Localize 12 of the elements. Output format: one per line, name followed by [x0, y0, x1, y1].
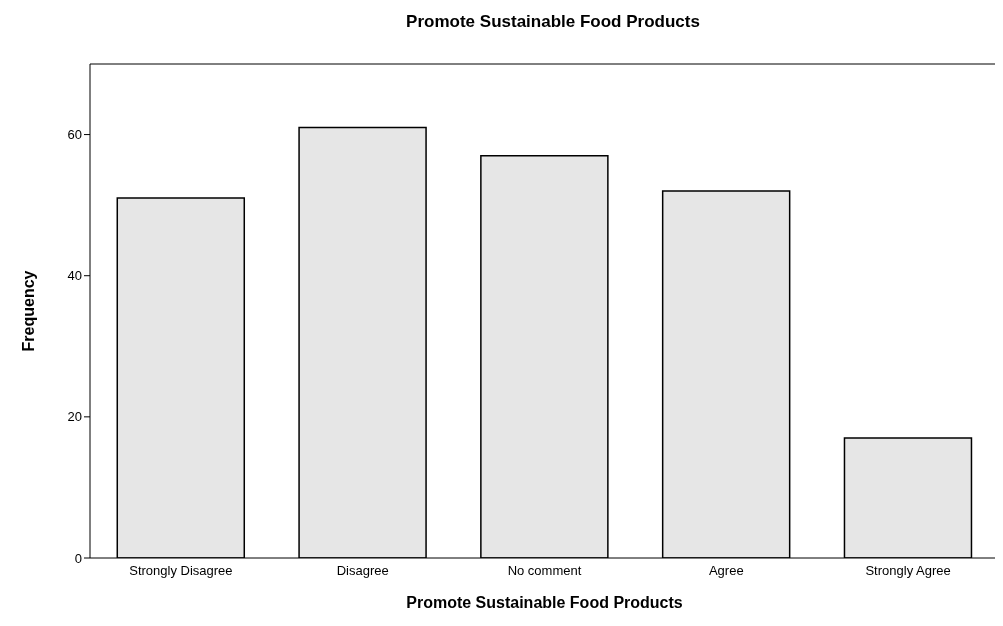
y-tick-label: 20	[67, 409, 82, 425]
chart-title: Promote Sustainable Food Products	[405, 12, 701, 32]
y-tick-label: 40	[67, 268, 82, 284]
y-tick-label: 60	[67, 127, 82, 143]
x-tick-label: Disagree	[336, 563, 389, 579]
x-tick-label: Agree	[708, 563, 744, 579]
x-tick-label: Strongly Disagree	[129, 563, 233, 579]
y-axis-title: Frequency	[19, 270, 37, 352]
x-tick-label: No comment	[507, 563, 582, 579]
x-tick-label: Strongly Agree	[865, 563, 951, 579]
y-tick-label: 0	[74, 550, 82, 566]
x-axis-title: Promote Sustainable Food Products	[406, 594, 683, 611]
